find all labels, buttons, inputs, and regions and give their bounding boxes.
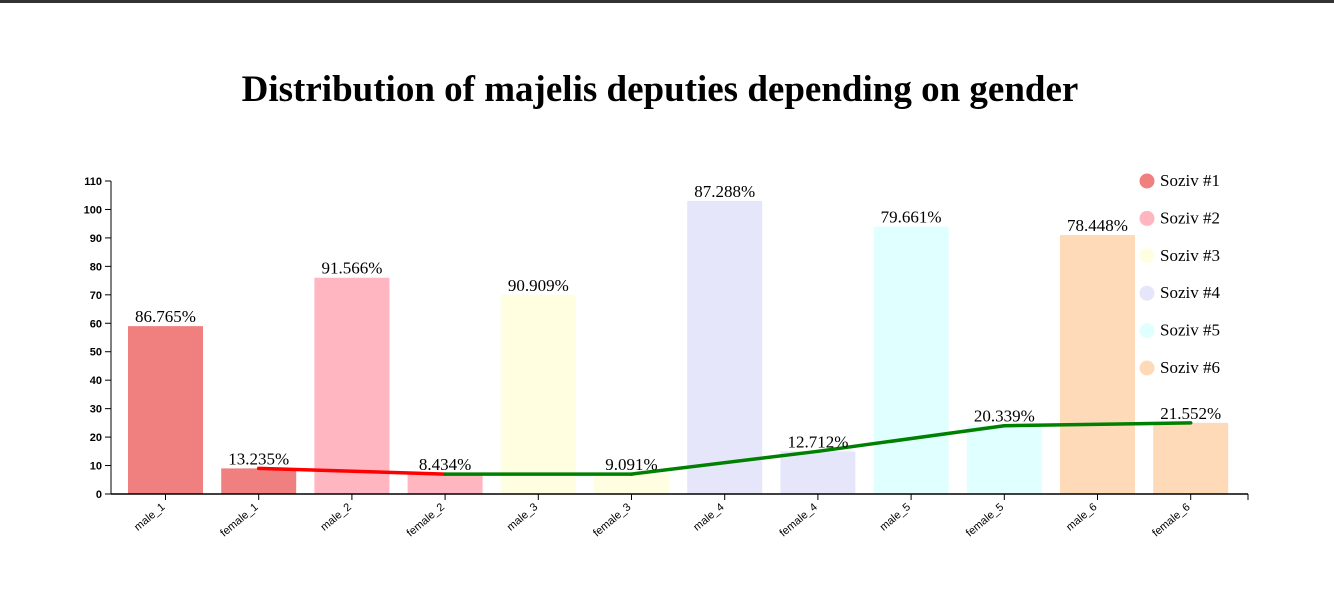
bar-labels-layer: 86.765% 13.235% 91.566% 8.434% 90.909% 9.091%… (135, 182, 1221, 474)
y-tick-label: 40 (90, 375, 102, 387)
y-tick-label: 100 (84, 204, 102, 216)
bar-male_6 (1060, 235, 1135, 494)
y-tick-label: 110 (84, 176, 102, 188)
y-tick-label: 10 (90, 461, 102, 473)
y-tick-label: 20 (90, 432, 102, 444)
bar-label-female_1: 13.235% (228, 449, 289, 468)
bar-male_3 (500, 294, 576, 494)
y-tick-label: 60 (90, 318, 102, 330)
bar-label-female_5: 20.339% (974, 407, 1035, 426)
bar-female_4 (780, 451, 856, 494)
y-tick-label: 50 (90, 347, 102, 359)
legend-label-3: Soziv #3 (1160, 246, 1220, 265)
legend-label-5: Soziv #5 (1160, 321, 1220, 340)
y-tick-label: 90 (90, 233, 102, 245)
bar-male_5 (873, 226, 949, 494)
legend-label-4: Soziv #4 (1160, 283, 1220, 302)
x-tick-label-female_5: female_5 (964, 501, 1006, 539)
bar-label-male_5: 79.661% (881, 208, 942, 227)
x-tick-label-male_3: male_3 (505, 501, 540, 533)
bar-female_5 (966, 425, 1042, 494)
bar-label-male_3: 90.909% (508, 276, 569, 295)
chart-title: Distribution of majelis deputies dependi… (241, 69, 1079, 110)
bar-female_1 (221, 468, 297, 494)
bar-female_6 (1153, 422, 1229, 494)
y-tick-label: 70 (90, 290, 102, 302)
bar-female_2 (407, 474, 483, 494)
legend-label-1: Soziv #1 (1160, 171, 1220, 190)
bar-male_4 (687, 200, 763, 494)
x-tick-label-female_1: female_1 (218, 501, 260, 539)
legend-label-6: Soziv #6 (1160, 358, 1220, 377)
bar-female_3 (594, 474, 669, 494)
trend-line-segment (816, 423, 1007, 454)
trend-line-layer (256, 421, 1193, 476)
x-tick-label-female_4: female_4 (777, 501, 819, 539)
legend-swatch-4 (1139, 285, 1155, 301)
x-tick-label-female_3: female_3 (591, 501, 633, 539)
bar-male_2 (314, 277, 390, 494)
legend-swatch-1 (1139, 173, 1155, 189)
legend-label-2: Soziv #2 (1160, 208, 1220, 227)
x-tick-label-male_2: male_2 (318, 501, 353, 533)
y-axis: 0 10 20 30 40 50 60 70 80 90 100 110 (84, 176, 112, 501)
legend: Soziv #1 Soziv #2 Soziv #3 Soziv #4 Soziv #5… (1139, 171, 1220, 377)
bar-label-female_2: 8.434% (419, 455, 471, 474)
y-tick-label: 80 (90, 261, 102, 273)
trend-line-segment (629, 449, 820, 476)
x-tick-label-female_2: female_2 (405, 501, 447, 539)
x-tick-label-male_4: male_4 (691, 501, 726, 533)
y-tick-label: 0 (96, 489, 102, 501)
bar-label-male_1: 86.765% (135, 307, 196, 326)
x-tick-label-male_6: male_6 (1064, 501, 1099, 533)
bars-layer (128, 200, 1229, 494)
bar-label-male_6: 78.448% (1067, 216, 1128, 235)
legend-swatch-3 (1139, 248, 1155, 264)
legend-swatch-6 (1139, 360, 1155, 376)
top-border (0, 0, 1334, 3)
y-tick-label: 30 (90, 404, 102, 416)
legend-swatch-2 (1139, 210, 1155, 226)
legend-swatch-5 (1139, 323, 1155, 339)
x-tick-label-male_5: male_5 (878, 501, 913, 533)
x-axis: male_1 female_1 male_2 female_2 male_3 female… (111, 493, 1249, 539)
bar-label-female_3: 9.091% (605, 455, 657, 474)
x-tick-label-male_1: male_1 (132, 501, 167, 533)
bar-label-male_2: 91.566% (321, 259, 382, 278)
trend-line-segment (256, 466, 447, 476)
bar-label-female_4: 12.712% (787, 432, 848, 451)
bar-label-male_4: 87.288% (694, 182, 755, 201)
trend-line-segment (1002, 421, 1193, 428)
x-tick-label-female_6: female_6 (1150, 501, 1192, 539)
bar-male_1 (128, 326, 203, 494)
bar-label-female_6: 21.552% (1160, 404, 1221, 423)
